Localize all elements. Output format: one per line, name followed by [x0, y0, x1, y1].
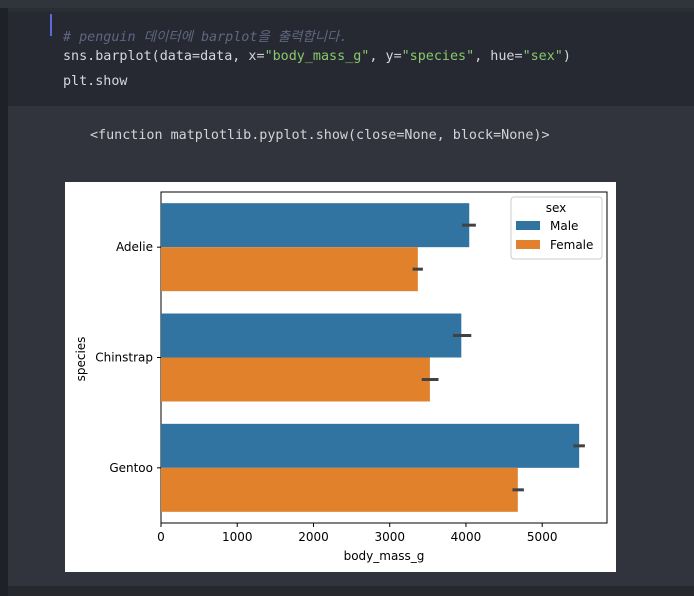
x-tick-label-1000: 1000	[222, 530, 253, 544]
window-top-strip	[0, 0, 694, 8]
legend-swatch-female	[516, 240, 540, 249]
y-tick-label-adelie: Adelie	[116, 240, 153, 254]
bar-chinstrap-female	[161, 357, 430, 402]
code-comment: # penguin 데이터에 barplot을 출력합니다.	[63, 30, 348, 45]
x-tick-label-0: 0	[157, 530, 165, 544]
bar-gentoo-female	[161, 467, 518, 512]
bar-gentoo-male	[161, 423, 580, 468]
code-line-barplot: sns.barplot(data=data, x="body_mass_g", …	[63, 49, 571, 64]
bar-adelie-female	[161, 247, 418, 292]
bar-adelie-male	[161, 203, 470, 248]
legend-title: sex	[546, 201, 567, 215]
chart-legend: sex Male Female	[510, 196, 603, 260]
y-tick-label-gentoo: Gentoo	[109, 461, 153, 475]
code-line-show: plt.show	[63, 74, 128, 89]
legend-label-male: Male	[550, 219, 578, 233]
cell-selection-indicator	[50, 14, 52, 36]
x-axis-label: body_mass_g	[344, 549, 425, 563]
bar-chinstrap-male	[161, 313, 462, 358]
code-cell-editor[interactable]	[8, 12, 694, 106]
output-repr-text: <function matplotlib.pyplot.show(close=N…	[90, 128, 550, 143]
output-bottom-strip	[8, 586, 694, 596]
y-axis-label: species	[74, 337, 88, 382]
x-tick-label-4000: 4000	[451, 530, 482, 544]
x-tick-label-2000: 2000	[298, 530, 329, 544]
barplot-chart: 0 1000 2000 3000 4000 5000 Adelie Chinstrap Gen…	[74, 191, 608, 563]
legend-label-female: Female	[550, 238, 593, 252]
x-tick-label-3000: 3000	[374, 530, 405, 544]
y-tick-label-chinstrap: Chinstrap	[95, 351, 153, 365]
chart-figure: 0 1000 2000 3000 4000 5000 Adelie Chinstrap Gen…	[65, 182, 616, 572]
x-tick-label-5000: 5000	[527, 530, 558, 544]
legend-swatch-male	[516, 221, 540, 230]
